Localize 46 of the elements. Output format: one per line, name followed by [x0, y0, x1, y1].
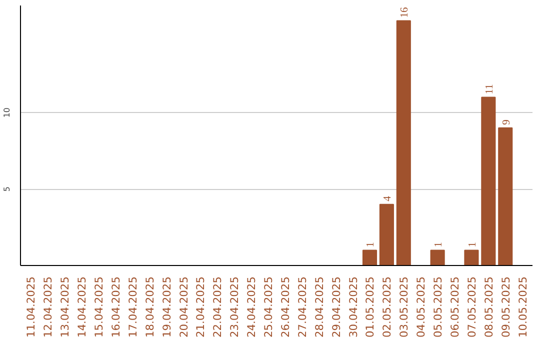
x-tick-label: 10.05.2025	[516, 276, 530, 338]
x-tick-label: 04.05.2025	[414, 276, 428, 338]
bar	[464, 250, 479, 266]
x-tick-label: 17.04.2025	[126, 276, 140, 338]
y-tick-label: 5	[2, 186, 12, 192]
x-tick-label: 30.04.2025	[346, 276, 360, 338]
x-tick-label: 19.04.2025	[160, 276, 174, 338]
x-tick-label: 25.04.2025	[262, 276, 276, 338]
bar	[396, 20, 411, 266]
x-tick-label: 26.04.2025	[278, 276, 292, 338]
x-tick-label: 06.05.2025	[448, 276, 462, 338]
x-tick-label: 01.05.2025	[364, 276, 377, 338]
x-tick-label: 16.04.2025	[109, 276, 122, 338]
x-tick-label: 18.04.2025	[143, 276, 156, 338]
x-tick-label: 20.04.2025	[177, 276, 190, 338]
x-tick-label: 12.04.2025	[42, 276, 55, 338]
data-label: 1	[467, 242, 478, 248]
x-tick-label: 05.05.2025	[432, 276, 445, 338]
bar	[430, 250, 445, 266]
bar	[362, 250, 378, 266]
data-label: 9	[501, 120, 512, 125]
data-label: 16	[400, 6, 411, 18]
x-tick-label: 08.05.2025	[482, 276, 496, 338]
bar	[498, 127, 513, 266]
data-label: 1	[434, 242, 445, 248]
x-tick-label: 15.04.2025	[92, 276, 106, 338]
x-tick-label: 03.05.2025	[398, 276, 411, 338]
data-label: 4	[382, 195, 394, 202]
x-tick-label: 02.05.2025	[380, 276, 394, 338]
bar	[379, 204, 394, 266]
data-label: 1	[366, 242, 377, 248]
bar	[481, 96, 496, 266]
x-tick-label: 22.04.2025	[211, 276, 224, 338]
x-tick-label: 24.04.2025	[245, 276, 258, 338]
x-tick-label: 29.04.2025	[330, 276, 343, 338]
x-tick-label: 28.04.2025	[312, 276, 326, 338]
x-tick-label: 27.04.2025	[296, 276, 309, 338]
x-tick-label: 11.04.2025	[24, 276, 38, 338]
y-tick-label: 10	[2, 107, 12, 118]
x-tick-label: 23.04.2025	[228, 276, 242, 338]
x-tick-label: 14.04.2025	[76, 276, 89, 338]
x-tick-label: 13.04.2025	[58, 276, 72, 338]
data-label: 11	[484, 84, 496, 94]
x-tick-label: 21.04.2025	[194, 276, 208, 338]
x-tick-label: 09.05.2025	[499, 276, 512, 338]
x-tick-label: 07.05.2025	[465, 276, 478, 338]
